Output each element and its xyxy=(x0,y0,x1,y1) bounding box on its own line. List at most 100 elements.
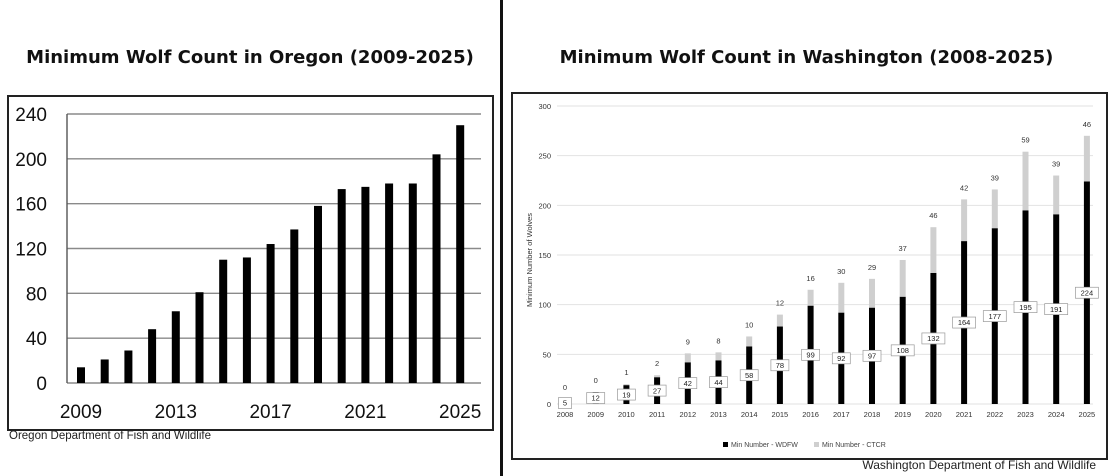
y-tick-label: 120 xyxy=(15,240,47,261)
data-label-wdfw: 224 xyxy=(1081,288,1094,297)
x-tick-label: 2016 xyxy=(802,410,819,419)
oregon-panel: Minimum Wolf Count in Oregon (2009-2025)… xyxy=(0,0,500,476)
x-tick-label: 2019 xyxy=(894,410,911,419)
bar-2016 xyxy=(242,257,251,383)
bar-ctcr-2012 xyxy=(684,353,691,363)
data-label-ctcr: 46 xyxy=(929,211,937,220)
data-label-ctcr: 8 xyxy=(716,336,720,345)
bar-ctcr-2014 xyxy=(746,336,753,347)
data-label-ctcr: 0 xyxy=(594,376,598,385)
x-tick-label: 2025 xyxy=(439,402,481,423)
y-tick-label: 50 xyxy=(543,350,551,359)
x-tick-label: 2015 xyxy=(772,410,789,419)
data-label-box xyxy=(739,369,759,382)
bar-ctcr-2025 xyxy=(1083,135,1090,182)
x-tick-label: 2018 xyxy=(864,410,881,419)
data-label-wdfw: 58 xyxy=(745,371,753,380)
x-tick-label: 2010 xyxy=(618,410,635,419)
bar-ctcr-2023 xyxy=(1022,151,1029,211)
bar-ctcr-2024 xyxy=(1053,175,1060,215)
oregon-chart: 0 40 80 120 160 200 240 2009 2013 2017 2021 2025 xyxy=(15,105,481,423)
data-label-box xyxy=(678,377,698,389)
x-tick-label: 2011 xyxy=(649,410,665,419)
bar-2011 xyxy=(124,350,133,383)
data-label-box xyxy=(1013,301,1038,313)
data-label-wdfw: 5 xyxy=(563,399,567,408)
data-label-box xyxy=(890,344,915,357)
data-label-wdfw: 99 xyxy=(806,351,814,360)
x-tick-label: 2024 xyxy=(1048,410,1065,419)
bar-ctcr-2010 xyxy=(623,384,630,386)
x-tick-label: 2014 xyxy=(741,410,758,419)
data-label-wdfw: 108 xyxy=(896,346,909,355)
bar-2018 xyxy=(290,229,299,383)
data-label-ctcr: 59 xyxy=(1021,136,1029,145)
x-tick-label: 2009 xyxy=(60,402,102,423)
data-label-box xyxy=(647,384,667,397)
data-label-ctcr: 16 xyxy=(806,274,814,283)
data-label-wdfw: 177 xyxy=(989,312,1002,321)
data-label-ctcr: 39 xyxy=(1052,160,1060,169)
data-label-wdfw: 195 xyxy=(1019,303,1032,312)
x-tick-label: 2020 xyxy=(925,410,942,419)
data-label-wdfw: 97 xyxy=(868,352,876,361)
data-label-box xyxy=(558,397,572,409)
data-label-wdfw: 19 xyxy=(622,390,630,399)
data-label-box xyxy=(617,388,636,401)
data-label-box xyxy=(801,348,820,361)
y-tick-label: 0 xyxy=(36,374,47,395)
data-label-ctcr: 12 xyxy=(776,299,784,308)
data-label-ctcr: 29 xyxy=(868,263,876,272)
bar-2019 xyxy=(314,205,322,383)
data-label-box xyxy=(586,392,606,404)
data-label-ctcr: 0 xyxy=(563,383,567,392)
bar-2024 xyxy=(432,154,441,383)
panel-divider xyxy=(500,0,503,476)
data-label-box xyxy=(952,316,976,329)
data-label-box xyxy=(862,349,882,362)
data-label-ctcr: 30 xyxy=(837,267,845,276)
bar-ctcr-2021 xyxy=(961,199,968,242)
oregon-chart-frame: 0 40 80 120 160 200 240 2009 2013 2017 2021 2025 xyxy=(7,95,494,431)
data-label-ctcr: 46 xyxy=(1083,120,1091,129)
x-tick-label: 2022 xyxy=(986,410,1003,419)
x-tick-label: 2025 xyxy=(1079,410,1096,419)
bar-ctcr-2018 xyxy=(869,278,875,308)
bar-2022 xyxy=(385,183,394,383)
bar-2009 xyxy=(77,367,85,383)
bar-2013 xyxy=(171,311,180,383)
data-label-wdfw: 12 xyxy=(592,394,600,403)
y-tick-label: 240 xyxy=(15,105,47,126)
y-tick-label: 200 xyxy=(15,150,47,171)
data-label-ctcr: 39 xyxy=(991,173,999,182)
bar-ctcr-2011 xyxy=(654,375,661,378)
data-label-wdfw: 44 xyxy=(714,378,722,387)
data-label-box xyxy=(1044,303,1069,315)
x-tick-label: 2013 xyxy=(155,402,197,423)
washington-panel: Minimum Wolf Count in Washington (2008-2… xyxy=(503,0,1110,476)
legend-swatch-ctcr xyxy=(814,442,819,447)
bar-2010 xyxy=(100,359,109,383)
data-label-box xyxy=(770,359,790,372)
y-tick-label: 40 xyxy=(26,329,47,350)
bar-2014 xyxy=(195,292,204,383)
x-tick-label: 2009 xyxy=(587,410,604,419)
bar-ctcr-2013 xyxy=(715,352,722,361)
bar-ctcr-2019 xyxy=(899,259,906,297)
x-tick-label: 2017 xyxy=(249,402,291,423)
washington-chart-title: Minimum Wolf Count in Washington (2008-2… xyxy=(559,47,1054,68)
x-tick-label: 2021 xyxy=(344,402,386,423)
data-label-wdfw: 27 xyxy=(653,386,661,395)
data-label-wdfw: 92 xyxy=(837,354,845,363)
legend-label-wdfw: Min Number - WDFW xyxy=(731,442,798,449)
data-label-box xyxy=(921,332,946,345)
bar-2021 xyxy=(361,186,370,383)
x-tick-label: 2017 xyxy=(833,410,850,419)
y-tick-label: 100 xyxy=(538,301,551,310)
y-tick-label: 160 xyxy=(15,195,47,216)
data-label-box xyxy=(831,352,851,365)
bar-ctcr-2016 xyxy=(807,289,814,306)
data-label-ctcr: 42 xyxy=(960,183,968,192)
y-tick-label: 80 xyxy=(26,284,47,305)
